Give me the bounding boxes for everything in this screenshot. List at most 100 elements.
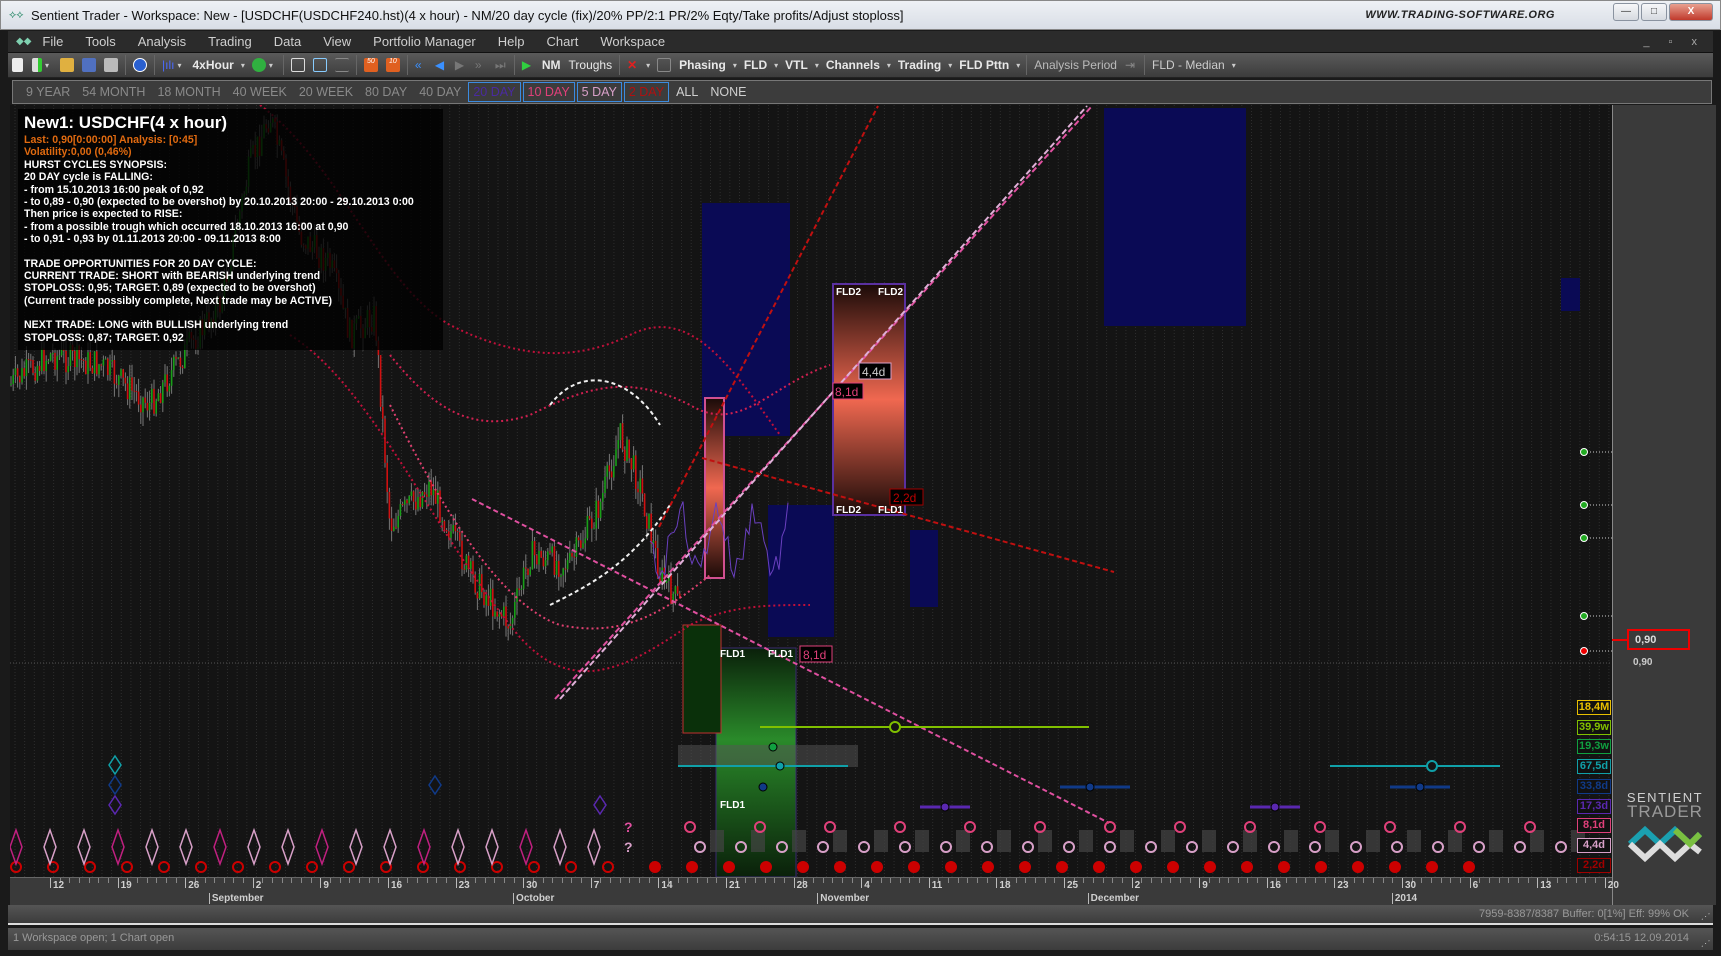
open-folder-icon[interactable] [58, 56, 76, 74]
menu-trading[interactable]: Trading [208, 34, 252, 49]
candle [500, 614, 503, 617]
zoom-box-icon[interactable] [289, 56, 307, 74]
price-axis-panel[interactable] [1612, 105, 1716, 905]
channels-dropdown[interactable]: Channels [825, 58, 880, 72]
cycle-toggle-9-year[interactable]: 9 YEAR [26, 85, 71, 99]
candle [140, 404, 142, 413]
cycle-toggle-2-day[interactable]: 2 DAY [623, 82, 670, 102]
cycle-length-label[interactable]: 67,5d [1577, 759, 1611, 775]
minimize-button[interactable]: — [1613, 3, 1639, 21]
cycle-trough-marker-8-1d [1174, 821, 1186, 833]
fld-median-dropdown[interactable]: FLD - Median [1151, 58, 1225, 72]
cycle-toggle-80-day[interactable]: 80 DAY [365, 85, 408, 99]
cycle-trough-marker-2-2d [602, 861, 614, 873]
add-chart-icon[interactable]: ▾ [30, 56, 54, 74]
cycle-toggle-10-day[interactable]: 10 DAY [522, 82, 575, 102]
layout-icon[interactable] [655, 56, 673, 74]
candle [426, 494, 428, 497]
toolbar-divider [1143, 55, 1145, 75]
menu-workspace[interactable]: Workspace [600, 34, 666, 49]
date-minor-tick [581, 878, 583, 883]
date-minor-tick [1315, 878, 1317, 883]
scroll-end-icon[interactable]: ⏭ [494, 57, 506, 72]
cycle-length-label[interactable]: 2,2d [1577, 857, 1611, 873]
resize-grip-icon[interactable]: ⋰ [1701, 912, 1709, 921]
cycle-trough-marker-2-2d [1093, 861, 1105, 873]
cycle-toggle-20-week[interactable]: 20 WEEK [298, 85, 354, 99]
cycle-toggle-none[interactable]: NONE [710, 85, 747, 99]
date-minor-tick [262, 878, 264, 883]
cycle-trough-marker-2-2d [1278, 861, 1290, 873]
vtl-dropdown[interactable]: VTL [785, 58, 808, 72]
menu-portfolio-manager[interactable]: Portfolio Manager [373, 34, 476, 49]
date-minor-tick [668, 878, 670, 883]
date-tick-label: 13 [1540, 880, 1552, 891]
menu-analysis[interactable]: Analysis [137, 34, 187, 49]
cycle-length-label[interactable]: 8,1d [1577, 818, 1611, 834]
logo-mark-icon [1627, 825, 1703, 863]
cycle-toggle-20-day[interactable]: 20 DAY [468, 82, 521, 102]
cycle-toggle-40-week[interactable]: 40 WEEK [232, 85, 287, 99]
chart-type-icon[interactable]: |ılı ▾ [162, 58, 182, 72]
cycle-length-label[interactable]: 33,8d [1577, 778, 1611, 794]
grid-lines-icon[interactable] [333, 56, 351, 74]
cycle-toggle-18-month[interactable]: 18 MONTH [157, 85, 221, 99]
scroll-fast-forward-icon[interactable]: » [474, 58, 482, 72]
scroll-forward-icon[interactable]: ▶ [454, 58, 465, 72]
menu-help[interactable]: Help [497, 34, 525, 49]
cycle-length-label[interactable]: 18,4M [1577, 700, 1611, 715]
fld-cross-marker [768, 742, 778, 752]
candle [144, 397, 146, 403]
menu-tools[interactable]: Tools [85, 34, 116, 49]
cycle-length-label[interactable]: 4,4d [1577, 837, 1611, 853]
analysis-period-arrow-icon[interactable]: ⇥ [1124, 58, 1136, 72]
price-chart[interactable]: FLD2 FLD2 FLD2 FLD1 FLD1 FLD1 FLD1 4,4d … [10, 105, 1612, 877]
zoom-fit-icon[interactable] [311, 56, 329, 74]
date-minor-tick [359, 878, 361, 883]
menu-view[interactable]: View [323, 34, 352, 49]
maximize-button[interactable]: □ [1641, 3, 1667, 21]
cycle-trough-marker-2-2d [1463, 861, 1475, 873]
resize-grip-icon[interactable]: ⋰ [1701, 939, 1709, 948]
cycle-toggle-54-month[interactable]: 54 MONTH [82, 85, 146, 99]
cycle-trough-marker-8-1d [684, 821, 696, 833]
mdi-window-controls[interactable]: _ ▫ x [1643, 35, 1705, 48]
phasing-dropdown[interactable]: Phasing [679, 58, 726, 72]
help-icon[interactable] [131, 56, 149, 74]
back-50-button[interactable]: 50 [362, 56, 380, 74]
cycle-length-label[interactable]: 17,3d [1577, 798, 1611, 814]
scroll-back-icon[interactable]: ◀ [434, 58, 445, 72]
cycle-trough-marker-8-1d [894, 821, 906, 833]
close-button[interactable]: X [1669, 3, 1713, 21]
trading-dropdown[interactable]: Trading [897, 58, 942, 72]
candle [553, 546, 556, 575]
refresh-icon[interactable]: ▾ [250, 56, 278, 74]
cycle-length-label[interactable]: 39,9w [1577, 719, 1611, 735]
analysis-period-button[interactable]: Analysis Period [1034, 58, 1117, 72]
menu-chart[interactable]: Chart [546, 34, 579, 49]
trough-window [1489, 830, 1503, 852]
month-label: 2014 [1391, 893, 1417, 904]
new-file-icon[interactable] [10, 56, 26, 74]
run-analysis-icon[interactable]: ▶ [521, 58, 532, 72]
cycle-toggle-all[interactable]: ALL [676, 85, 699, 99]
timeframe-dropdown[interactable]: 4xHour [192, 58, 234, 72]
fld-pattern-dropdown[interactable]: FLD Pttn [959, 58, 1010, 72]
menu-file[interactable]: File [42, 34, 64, 49]
print-icon[interactable] [102, 56, 120, 74]
troughs-button[interactable]: Troughs [568, 58, 613, 72]
candle [505, 606, 507, 627]
clear-lines-icon[interactable]: ✕ [627, 58, 638, 72]
scroll-start-icon[interactable]: « [414, 58, 422, 72]
cycle-toggle-5-day[interactable]: 5 DAY [576, 82, 622, 102]
save-icon[interactable] [80, 56, 98, 74]
candle [663, 567, 666, 584]
back-10-button[interactable]: 10 [384, 56, 402, 74]
cycle-toggle-40-day[interactable]: 40 DAY [419, 85, 462, 99]
candle [74, 350, 76, 368]
menu-data[interactable]: Data [273, 34, 302, 49]
nm-button[interactable]: NM [541, 58, 561, 72]
date-axis[interactable]: 12 19 26 2 9 16 23 30 7 14 21 28 4 11 18 25 2 9 16 23 30 6 13 2… [10, 877, 1619, 905]
cycle-length-label[interactable]: 19,3w [1577, 739, 1611, 755]
fld-dropdown[interactable]: FLD [743, 58, 768, 72]
